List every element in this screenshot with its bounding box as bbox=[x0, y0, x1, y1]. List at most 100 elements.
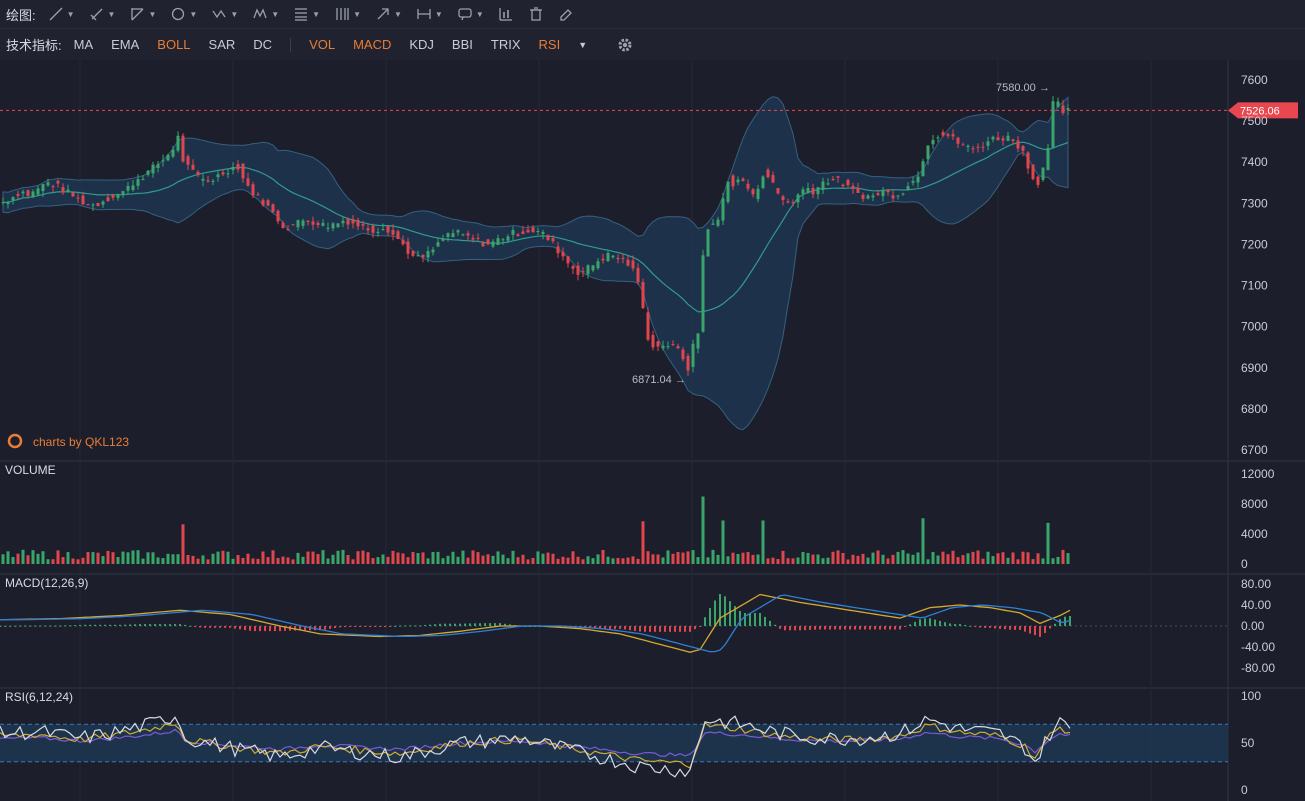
circle-tool-button[interactable]: ▼ bbox=[170, 6, 197, 22]
ray-tool-button[interactable]: ▼ bbox=[89, 6, 116, 22]
macd-histogram-bar bbox=[159, 624, 161, 626]
volume-bar bbox=[386, 556, 390, 564]
candle-body bbox=[526, 229, 530, 233]
rsi-12-line bbox=[0, 721, 1071, 769]
volume-bar bbox=[381, 554, 385, 564]
fib-tool-button[interactable]: ▼ bbox=[293, 6, 320, 22]
indicator-trix[interactable]: TRIX bbox=[490, 37, 521, 52]
indicator-sar[interactable]: SAR bbox=[208, 37, 236, 52]
chevron-down-icon[interactable]: ▼ bbox=[312, 9, 321, 19]
pattern-tool-button[interactable]: ▼ bbox=[252, 6, 279, 22]
volume-bar bbox=[251, 558, 255, 564]
candle-body bbox=[61, 187, 65, 193]
candle-body bbox=[491, 241, 495, 247]
volume-bar bbox=[446, 555, 450, 564]
volume-bar bbox=[1026, 552, 1030, 564]
volume-bar bbox=[621, 558, 625, 564]
chevron-down-icon[interactable]: ▼ bbox=[475, 9, 484, 19]
macd-histogram-bar bbox=[364, 626, 366, 627]
candle-body bbox=[1016, 140, 1020, 149]
wave-tool-icon bbox=[212, 9, 226, 19]
macd-histogram-bar bbox=[914, 621, 916, 626]
candle-body bbox=[1, 202, 5, 204]
macd-histogram-bar bbox=[489, 623, 491, 626]
macd-histogram-bar bbox=[854, 626, 856, 630]
channel-tool-button[interactable]: ▼ bbox=[129, 6, 156, 22]
macd-histogram-bar bbox=[1054, 623, 1056, 626]
macd-histogram-bar bbox=[4, 625, 6, 627]
chevron-down-icon[interactable]: ▼ bbox=[271, 9, 280, 19]
candle-body bbox=[296, 220, 300, 228]
chevron-down-icon[interactable]: ▼ bbox=[189, 9, 198, 19]
macd-histogram-bar bbox=[924, 618, 926, 626]
gear-icon[interactable] bbox=[617, 37, 633, 53]
indicator-bbi[interactable]: BBI bbox=[451, 37, 473, 52]
candle-body bbox=[336, 223, 340, 228]
chart-stats-button[interactable] bbox=[498, 6, 514, 22]
macd-histogram-bar bbox=[474, 623, 476, 626]
macd-histogram-bar bbox=[694, 626, 696, 630]
volume-bar bbox=[731, 552, 735, 564]
candle-body bbox=[426, 251, 430, 258]
arrow-tool-button[interactable]: ▼ bbox=[375, 6, 402, 22]
candle-body bbox=[666, 346, 670, 348]
chevron-down-icon[interactable]: ▼ bbox=[230, 9, 239, 19]
macd-histogram-bar bbox=[19, 625, 21, 627]
candle-body bbox=[476, 237, 480, 239]
chevron-down-icon[interactable]: ▼ bbox=[394, 9, 402, 19]
indicator-more-chevron-icon[interactable]: ▼ bbox=[578, 39, 588, 50]
macd-histogram-bar bbox=[119, 624, 121, 626]
macd-histogram-bar bbox=[689, 626, 691, 632]
chevron-down-icon[interactable]: ▼ bbox=[353, 9, 361, 19]
chevron-down-icon[interactable]: ▼ bbox=[148, 9, 157, 19]
indicator-boll[interactable]: BOLL bbox=[157, 37, 191, 52]
chevron-down-icon[interactable]: ▼ bbox=[107, 9, 116, 19]
candle-body bbox=[1021, 146, 1025, 151]
indicator-macd[interactable]: MACD bbox=[353, 37, 392, 52]
chevron-down-icon[interactable]: ▼ bbox=[66, 9, 75, 19]
candle-body bbox=[181, 135, 185, 162]
measure-tool-button[interactable]: ▼ bbox=[416, 6, 443, 22]
macd-histogram-bar bbox=[614, 626, 616, 629]
volume-bar bbox=[806, 553, 810, 564]
volume-bar bbox=[531, 557, 535, 564]
macd-histogram-bar bbox=[929, 618, 931, 626]
candle-body bbox=[691, 343, 695, 367]
comment-tool-icon bbox=[458, 8, 472, 21]
macd-histogram-bar bbox=[504, 623, 506, 626]
gann-tool-button[interactable]: ▼ bbox=[334, 6, 361, 22]
indicator-ma[interactable]: MA bbox=[73, 37, 94, 52]
macd-histogram-bar bbox=[69, 625, 71, 627]
indicator-ema[interactable]: EMA bbox=[111, 37, 140, 52]
indicator-vol[interactable]: VOL bbox=[309, 37, 336, 52]
eraser-button[interactable] bbox=[558, 6, 574, 22]
macd-histogram-bar bbox=[684, 626, 686, 632]
comment-tool-button[interactable]: ▼ bbox=[457, 6, 484, 22]
chevron-down-icon[interactable]: ▼ bbox=[434, 9, 443, 19]
indicator-dc[interactable]: DC bbox=[253, 37, 273, 52]
volume-bar bbox=[331, 554, 335, 564]
macd-histogram-bar bbox=[439, 623, 441, 626]
indicator-rsi[interactable]: RSI bbox=[538, 37, 561, 52]
volume-bar bbox=[936, 555, 940, 564]
volume-bar bbox=[246, 553, 250, 564]
trash-icon bbox=[529, 7, 542, 21]
macd-histogram-bar bbox=[984, 626, 986, 628]
macd-histogram-bar bbox=[424, 625, 426, 626]
volume-bar bbox=[536, 551, 540, 564]
volume-bar bbox=[736, 554, 740, 564]
macd-histogram-bar bbox=[29, 625, 31, 627]
candle-body bbox=[726, 181, 730, 202]
volume-bar bbox=[971, 551, 975, 564]
trash-button[interactable] bbox=[528, 6, 544, 22]
volume-bar bbox=[391, 550, 395, 564]
macd-histogram-bar bbox=[749, 613, 751, 626]
line-tool-button[interactable]: ▼ bbox=[48, 6, 75, 22]
wave-tool-button[interactable]: ▼ bbox=[211, 6, 238, 22]
candle-body bbox=[366, 228, 370, 231]
price-chart[interactable]: 7526.06 7580.00 → 6871.04 → charts by QKL12… bbox=[0, 60, 1305, 801]
price-axis-tick: 7200 bbox=[1241, 237, 1268, 251]
indicator-kdj[interactable]: KDJ bbox=[409, 37, 434, 52]
macd-histogram-bar bbox=[804, 626, 806, 631]
candle-body bbox=[771, 175, 775, 183]
